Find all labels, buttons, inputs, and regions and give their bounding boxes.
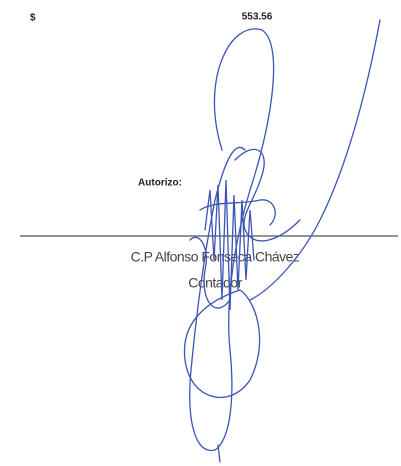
signer-name: C.P Alfonso Fonseca Chávez <box>131 249 300 265</box>
currency-symbol: $ <box>30 13 36 24</box>
signer-role: Contador <box>188 275 242 291</box>
amount: 553.56 <box>242 12 273 23</box>
authorize-label: Autorizo: <box>138 178 182 189</box>
signature <box>183 19 381 463</box>
